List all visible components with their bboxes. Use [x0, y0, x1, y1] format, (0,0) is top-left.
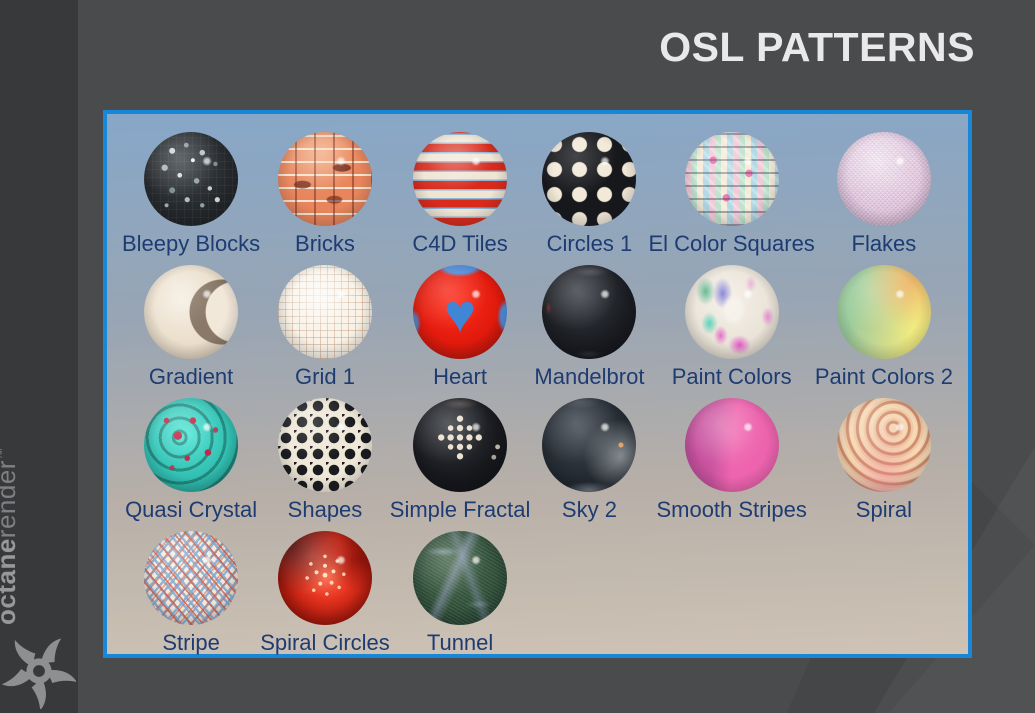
- pattern-item: Smooth Stripes: [649, 387, 815, 522]
- sphere-bleepy-blocks: [144, 132, 239, 226]
- sphere-heart: ♥: [413, 265, 508, 359]
- pattern-label: Stripe: [162, 630, 220, 655]
- pattern-label: Quasi Crystal: [125, 497, 258, 522]
- pattern-label: Paint Colors: [671, 364, 792, 389]
- pattern-label: Spiral: [855, 497, 913, 522]
- pattern-item: Bleepy Blocks: [122, 121, 261, 256]
- sphere-stripe: [144, 531, 239, 625]
- pattern-item: ♥ Heart: [390, 254, 531, 389]
- pattern-item: Gradient: [122, 254, 260, 389]
- brand-name-light: render: [0, 460, 21, 539]
- patterns-panel: Bleepy Blocks Bricks C4D Tiles Circles 1…: [103, 110, 972, 658]
- sphere-c4d-tiles: [413, 132, 508, 226]
- pattern-item: Shapes: [260, 387, 390, 522]
- pinwheel-icon: [2, 638, 76, 709]
- pattern-item: Spiral: [815, 387, 953, 522]
- sphere-sky-2: [542, 398, 637, 492]
- sphere-grid-1: [277, 265, 372, 359]
- sphere-el-color-squares: [684, 132, 779, 226]
- sphere-spiral-circles: [277, 531, 372, 625]
- pattern-label: Tunnel: [426, 630, 494, 655]
- pattern-item: Flakes: [815, 121, 953, 256]
- sphere-paint-colors-2: [836, 265, 931, 359]
- pattern-item: Paint Colors: [649, 254, 815, 389]
- pattern-label: C4D Tiles: [412, 231, 508, 256]
- sphere-tunnel: [413, 531, 508, 625]
- pattern-item: El Color Squares: [648, 121, 815, 256]
- pattern-item: C4D Tiles: [390, 121, 531, 256]
- pattern-label: Spiral Circles: [260, 630, 390, 655]
- trademark-symbol: ™: [0, 448, 8, 461]
- pattern-item: Paint Colors 2: [814, 254, 953, 389]
- pattern-item: Tunnel: [390, 520, 531, 655]
- pattern-item: Quasi Crystal: [122, 387, 260, 522]
- pattern-item: Simple Fractal: [389, 387, 531, 522]
- brand-logo: octanerender™: [0, 448, 22, 625]
- pattern-label: Grid 1: [295, 364, 355, 389]
- pattern-label: Bricks: [295, 231, 355, 256]
- patterns-grid: Bleepy Blocks Bricks C4D Tiles Circles 1…: [107, 114, 968, 654]
- sphere-bricks: [277, 132, 372, 226]
- pattern-label: Flakes: [851, 231, 917, 256]
- page-title: OSL PATTERNS: [659, 24, 975, 70]
- pattern-label: Gradient: [148, 364, 234, 389]
- sphere-smooth-stripes: [684, 398, 779, 492]
- sphere-mandelbrot: [542, 265, 637, 359]
- pattern-label: Shapes: [287, 497, 363, 522]
- pattern-item: Circles 1: [530, 121, 648, 256]
- pattern-label: Mandelbrot: [534, 364, 645, 389]
- pattern-item: Stripe: [122, 520, 260, 655]
- pattern-label: Smooth Stripes: [656, 497, 807, 522]
- pattern-label: Paint Colors 2: [814, 364, 953, 389]
- sphere-flakes: [836, 132, 931, 226]
- sphere-quasi-crystal: [144, 398, 239, 492]
- left-brand-strip: [0, 0, 78, 713]
- sphere-paint-colors: [684, 265, 779, 359]
- pattern-label: El Color Squares: [648, 231, 815, 256]
- heart-icon: ♥: [444, 283, 477, 344]
- sphere-spiral: [836, 398, 931, 492]
- pattern-item: Bricks: [260, 121, 390, 256]
- pattern-item: Mandelbrot: [530, 254, 648, 389]
- pattern-label: Sky 2: [561, 497, 617, 522]
- pattern-label: Circles 1: [546, 231, 633, 256]
- brand-name-bold: octane: [0, 538, 21, 625]
- sphere-simple-fractal: [413, 398, 508, 492]
- sphere-gradient: [144, 265, 239, 359]
- sphere-circles-1: [542, 132, 637, 226]
- pattern-item: Spiral Circles: [260, 520, 390, 655]
- pattern-label: Simple Fractal: [389, 497, 531, 522]
- pattern-label: Heart: [433, 364, 487, 389]
- pattern-item: Sky 2: [530, 387, 648, 522]
- pattern-label: Bleepy Blocks: [122, 231, 261, 256]
- pattern-item: Grid 1: [260, 254, 390, 389]
- sphere-shapes: [277, 398, 372, 492]
